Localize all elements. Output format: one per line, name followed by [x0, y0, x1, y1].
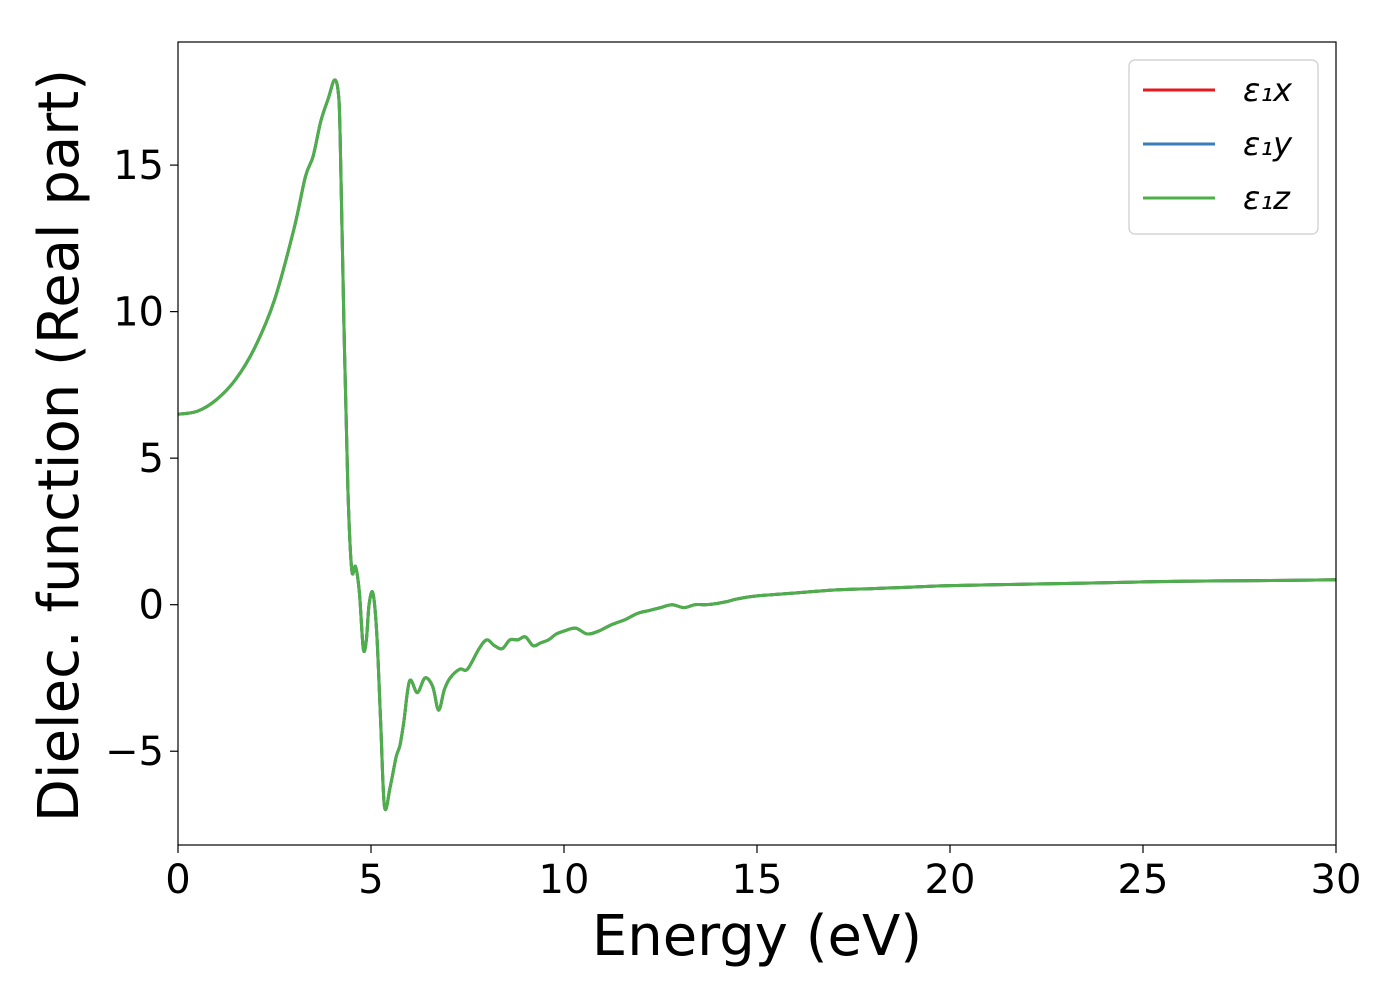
- y-axis-ticks: −5 0 5 10 15: [105, 143, 178, 775]
- y-tick-label: 0: [139, 583, 164, 629]
- x-axis-title: Energy (eV): [592, 904, 922, 969]
- legend-box: [1128, 59, 1319, 235]
- series-line-3: [177, 78, 1337, 811]
- series-layer: [177, 78, 1337, 811]
- y-tick-label: −5: [105, 729, 164, 775]
- x-axis-ticks: 0 5 10 15 20 25 30: [165, 845, 1361, 903]
- y-tick-label: 15: [113, 143, 164, 189]
- x-tick-label: 5: [358, 857, 383, 903]
- legend-label: ε₁z: [1243, 179, 1291, 217]
- legend: ε₁x ε₁y ε₁z: [1128, 59, 1319, 235]
- y-axis-title: Dielec. function (Real part): [27, 69, 92, 822]
- legend-label: ε₁x: [1243, 71, 1293, 109]
- x-tick-label: 15: [732, 857, 783, 903]
- x-tick-label: 0: [165, 857, 190, 903]
- x-tick-label: 25: [1118, 857, 1169, 903]
- legend-label: ε₁y: [1243, 125, 1293, 163]
- x-tick-label: 30: [1311, 857, 1362, 903]
- y-tick-label: 5: [139, 436, 164, 482]
- x-tick-label: 10: [539, 857, 590, 903]
- x-tick-label: 20: [925, 857, 976, 903]
- y-tick-label: 10: [113, 290, 164, 336]
